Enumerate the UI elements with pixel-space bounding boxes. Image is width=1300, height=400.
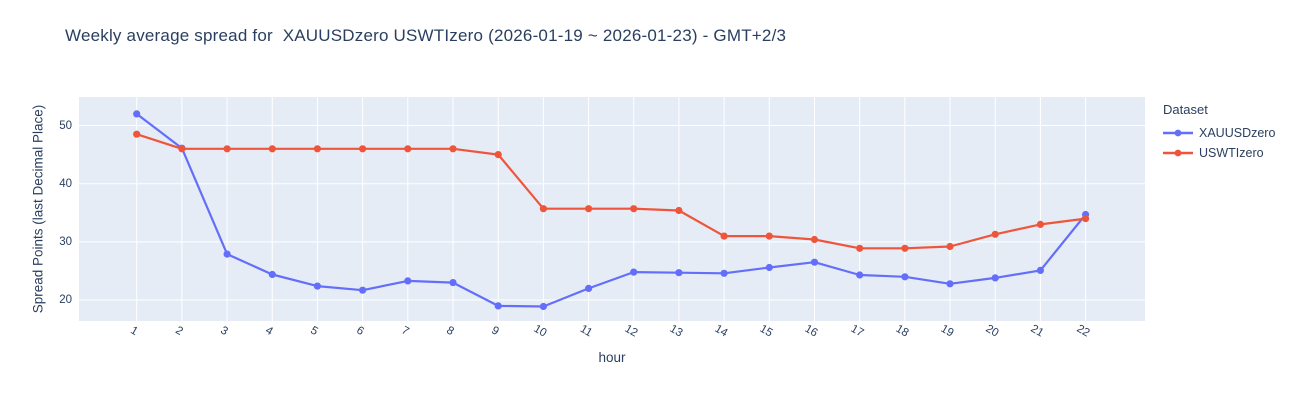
data-point-xauusdzero[interactable] [494, 302, 502, 310]
legend-swatch-icon [1163, 149, 1193, 157]
x-tick-label: 9 [489, 324, 501, 338]
data-point-xauusdzero[interactable] [404, 277, 412, 285]
x-tick-label: 13 [667, 322, 685, 340]
x-tick-label: 19 [938, 322, 956, 340]
x-tick-label: 18 [893, 322, 911, 340]
data-point-uswtizero[interactable] [810, 235, 819, 244]
data-point-xauusdzero[interactable] [720, 269, 728, 277]
x-tick-label: 1 [127, 324, 140, 338]
data-point-uswtizero[interactable] [720, 232, 728, 240]
x-tick-label: 5 [308, 324, 321, 338]
legend-items: XAUUSDzero USWTIzero [1163, 123, 1275, 163]
x-tick-label: 2 [173, 324, 185, 338]
legend-item-label: USWTIzero [1199, 146, 1264, 160]
data-point-xauusdzero[interactable] [268, 270, 276, 279]
data-point-uswtizero[interactable] [946, 242, 954, 251]
x-tick-label: 14 [712, 322, 730, 340]
y-axis-title: Spread Points (last Decimal Place) [30, 104, 46, 314]
data-point-xauusdzero[interactable] [223, 250, 231, 258]
data-point-uswtizero[interactable] [359, 145, 367, 153]
data-point-xauusdzero[interactable] [313, 282, 321, 290]
x-tick-label: 11 [577, 323, 594, 340]
data-point-xauusdzero[interactable] [585, 284, 593, 292]
x-tick-label: 6 [353, 324, 366, 338]
series-line-uswtizero[interactable] [135, 133, 1087, 250]
legend-title: Dataset [1163, 102, 1208, 117]
data-point-uswtizero[interactable] [313, 145, 321, 153]
legend-item-uswtizero[interactable]: USWTIzero [1163, 143, 1275, 163]
data-point-uswtizero[interactable] [765, 232, 773, 240]
x-tick-label: 4 [263, 324, 276, 338]
data-point-uswtizero[interactable] [585, 205, 593, 213]
data-point-uswtizero[interactable] [991, 230, 999, 238]
data-point-uswtizero[interactable] [133, 130, 141, 138]
plot-svg [79, 97, 1145, 321]
y-tick-label: 50 [59, 119, 72, 132]
y-tick-label: 40 [59, 177, 72, 190]
x-tick-label: 21 [1028, 322, 1046, 340]
y-tick-label: 20 [59, 294, 72, 307]
data-point-xauusdzero[interactable] [856, 271, 864, 279]
data-point-uswtizero[interactable] [901, 244, 909, 252]
legend-item-xauusdzero[interactable]: XAUUSDzero [1163, 123, 1275, 143]
data-point-xauusdzero[interactable] [1036, 266, 1044, 274]
data-point-uswtizero[interactable] [223, 145, 231, 153]
legend-item-label: XAUUSDzero [1199, 126, 1276, 140]
x-tick-label: 10 [531, 322, 549, 340]
x-tick-label: 15 [757, 322, 775, 340]
data-point-uswtizero[interactable] [675, 206, 683, 215]
data-point-xauusdzero[interactable] [359, 286, 367, 294]
x-tick-label: 16 [802, 322, 821, 340]
data-point-uswtizero[interactable] [404, 145, 412, 153]
x-tick-label: 8 [444, 324, 456, 338]
data-point-xauusdzero[interactable] [675, 269, 683, 277]
data-point-uswtizero[interactable] [1036, 220, 1044, 228]
data-point-xauusdzero[interactable] [946, 280, 954, 288]
data-point-uswtizero[interactable] [630, 205, 638, 213]
x-tick-label: 7 [399, 324, 411, 338]
x-axis-title: hour [598, 350, 626, 365]
x-tick-label: 12 [622, 322, 640, 340]
data-point-xauusdzero[interactable] [991, 274, 999, 282]
data-point-xauusdzero[interactable] [901, 273, 909, 281]
x-tick-label: 17 [848, 322, 866, 340]
plot-area[interactable] [79, 97, 1145, 321]
series-line-xauusdzero[interactable] [135, 112, 1087, 308]
x-tick-label: 20 [983, 322, 1001, 340]
data-point-xauusdzero[interactable] [133, 110, 141, 118]
data-point-xauusdzero[interactable] [539, 302, 547, 311]
data-point-xauusdzero[interactable] [449, 279, 457, 287]
legend-swatch-icon [1163, 129, 1193, 137]
data-point-xauusdzero[interactable] [810, 258, 819, 266]
y-tick-label: 30 [59, 235, 72, 248]
data-point-uswtizero[interactable] [1082, 215, 1090, 223]
legend: Dataset XAUUSDzero USWTIzero [1163, 102, 1275, 163]
data-point-uswtizero[interactable] [494, 151, 502, 159]
data-point-uswtizero[interactable] [449, 145, 457, 153]
x-tick-label: 22 [1074, 322, 1092, 340]
data-point-uswtizero[interactable] [178, 145, 186, 153]
data-point-xauusdzero[interactable] [630, 268, 638, 276]
data-point-uswtizero[interactable] [539, 205, 547, 213]
data-point-uswtizero[interactable] [268, 145, 276, 153]
data-point-uswtizero[interactable] [856, 244, 864, 252]
x-tick-label: 3 [218, 324, 230, 338]
data-point-xauusdzero[interactable] [765, 263, 773, 272]
chart-title: Weekly average spread for XAUUSDzero USW… [65, 26, 787, 45]
